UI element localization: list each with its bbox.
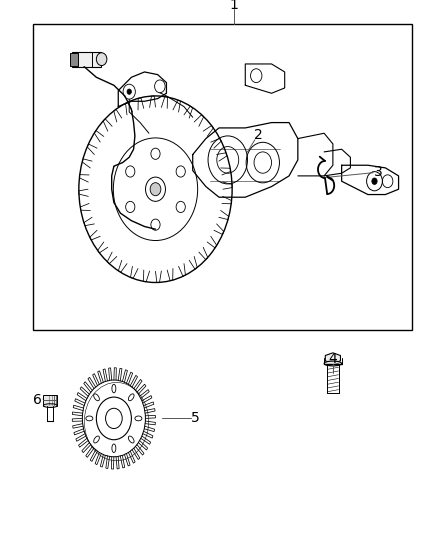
Ellipse shape <box>43 398 57 401</box>
Circle shape <box>127 89 131 94</box>
Polygon shape <box>325 353 340 364</box>
Text: 4: 4 <box>328 352 337 366</box>
Ellipse shape <box>324 361 342 366</box>
Text: 2: 2 <box>254 128 263 142</box>
Text: 5: 5 <box>191 411 200 425</box>
Circle shape <box>96 53 107 66</box>
Bar <box>70 53 78 66</box>
Circle shape <box>150 183 161 196</box>
Text: 1: 1 <box>230 0 239 12</box>
Text: 6: 6 <box>33 393 42 407</box>
Bar <box>72 52 101 67</box>
Bar <box>33 24 412 330</box>
Circle shape <box>372 178 377 184</box>
Ellipse shape <box>43 404 57 407</box>
Text: 3: 3 <box>374 165 382 179</box>
Bar <box>43 395 57 406</box>
